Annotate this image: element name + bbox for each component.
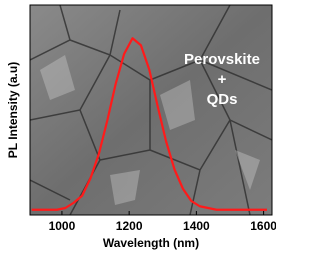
x-tick-label: 1200 (116, 219, 143, 233)
annotation: Perovskite (184, 51, 260, 68)
annotation: + (218, 71, 227, 88)
annotation: QDs (207, 91, 238, 108)
x-tick-label: 1400 (183, 219, 210, 233)
x-tick-label: 1600 (250, 219, 276, 233)
y-axis-label: PL Intensity (a.u) (6, 62, 20, 158)
x-tick-label: 1000 (49, 219, 76, 233)
x-axis-label: Wavelength (nm) (103, 236, 199, 250)
chart: Perovskite + QDs Wavelength (nm) PL Inte… (0, 0, 276, 254)
sem-background (30, 5, 272, 215)
